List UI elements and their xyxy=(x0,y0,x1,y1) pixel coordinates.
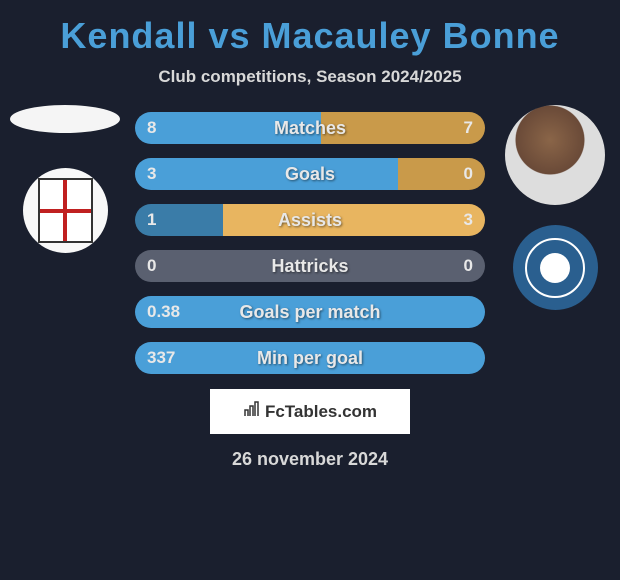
stat-bar: 8 7 Matches xyxy=(135,112,485,144)
chart-icon xyxy=(243,400,261,423)
stat-value-right: 7 xyxy=(464,118,473,138)
stat-value-left: 0 xyxy=(147,256,156,276)
stat-label: Min per goal xyxy=(257,348,363,369)
stat-label: Goals xyxy=(285,164,335,185)
stat-value-left: 0.38 xyxy=(147,302,180,322)
stat-bar: 337 Min per goal xyxy=(135,342,485,374)
stat-label: Goals per match xyxy=(239,302,380,323)
stat-row: 3 0 Goals xyxy=(0,158,620,190)
brand-footer: FcTables.com xyxy=(210,389,410,434)
stat-bar-left xyxy=(135,158,398,190)
stat-row: 337 Min per goal xyxy=(0,342,620,374)
page-title: Kendall vs Macauley Bonne xyxy=(0,15,620,57)
stat-label: Hattricks xyxy=(271,256,348,277)
footer-date: 26 november 2024 xyxy=(0,449,620,470)
stat-value-right: 0 xyxy=(464,164,473,184)
stat-bar: 1 3 Assists xyxy=(135,204,485,236)
stat-row: 0.38 Goals per match xyxy=(0,296,620,328)
stats-comparison: 8 7 Matches 3 0 Goals 1 3 Assists 0 0 Hattricks 0.38… xyxy=(0,112,620,374)
stat-value-left: 3 xyxy=(147,164,156,184)
stat-value-left: 1 xyxy=(147,210,156,230)
stat-label: Assists xyxy=(278,210,342,231)
stat-row: 8 7 Matches xyxy=(0,112,620,144)
stat-value-right: 0 xyxy=(464,256,473,276)
stat-bar-right xyxy=(223,204,486,236)
brand-label: FcTables.com xyxy=(265,402,377,422)
stat-bar: 0 0 Hattricks xyxy=(135,250,485,282)
stat-row: 0 0 Hattricks xyxy=(0,250,620,282)
stat-bar: 0.38 Goals per match xyxy=(135,296,485,328)
subtitle: Club competitions, Season 2024/2025 xyxy=(0,67,620,87)
stat-value-left: 8 xyxy=(147,118,156,138)
stat-label: Matches xyxy=(274,118,346,139)
stat-bar: 3 0 Goals xyxy=(135,158,485,190)
stat-row: 1 3 Assists xyxy=(0,204,620,236)
stat-value-right: 3 xyxy=(464,210,473,230)
main-container: Kendall vs Macauley Bonne Club competiti… xyxy=(0,0,620,580)
stat-value-left: 337 xyxy=(147,348,175,368)
